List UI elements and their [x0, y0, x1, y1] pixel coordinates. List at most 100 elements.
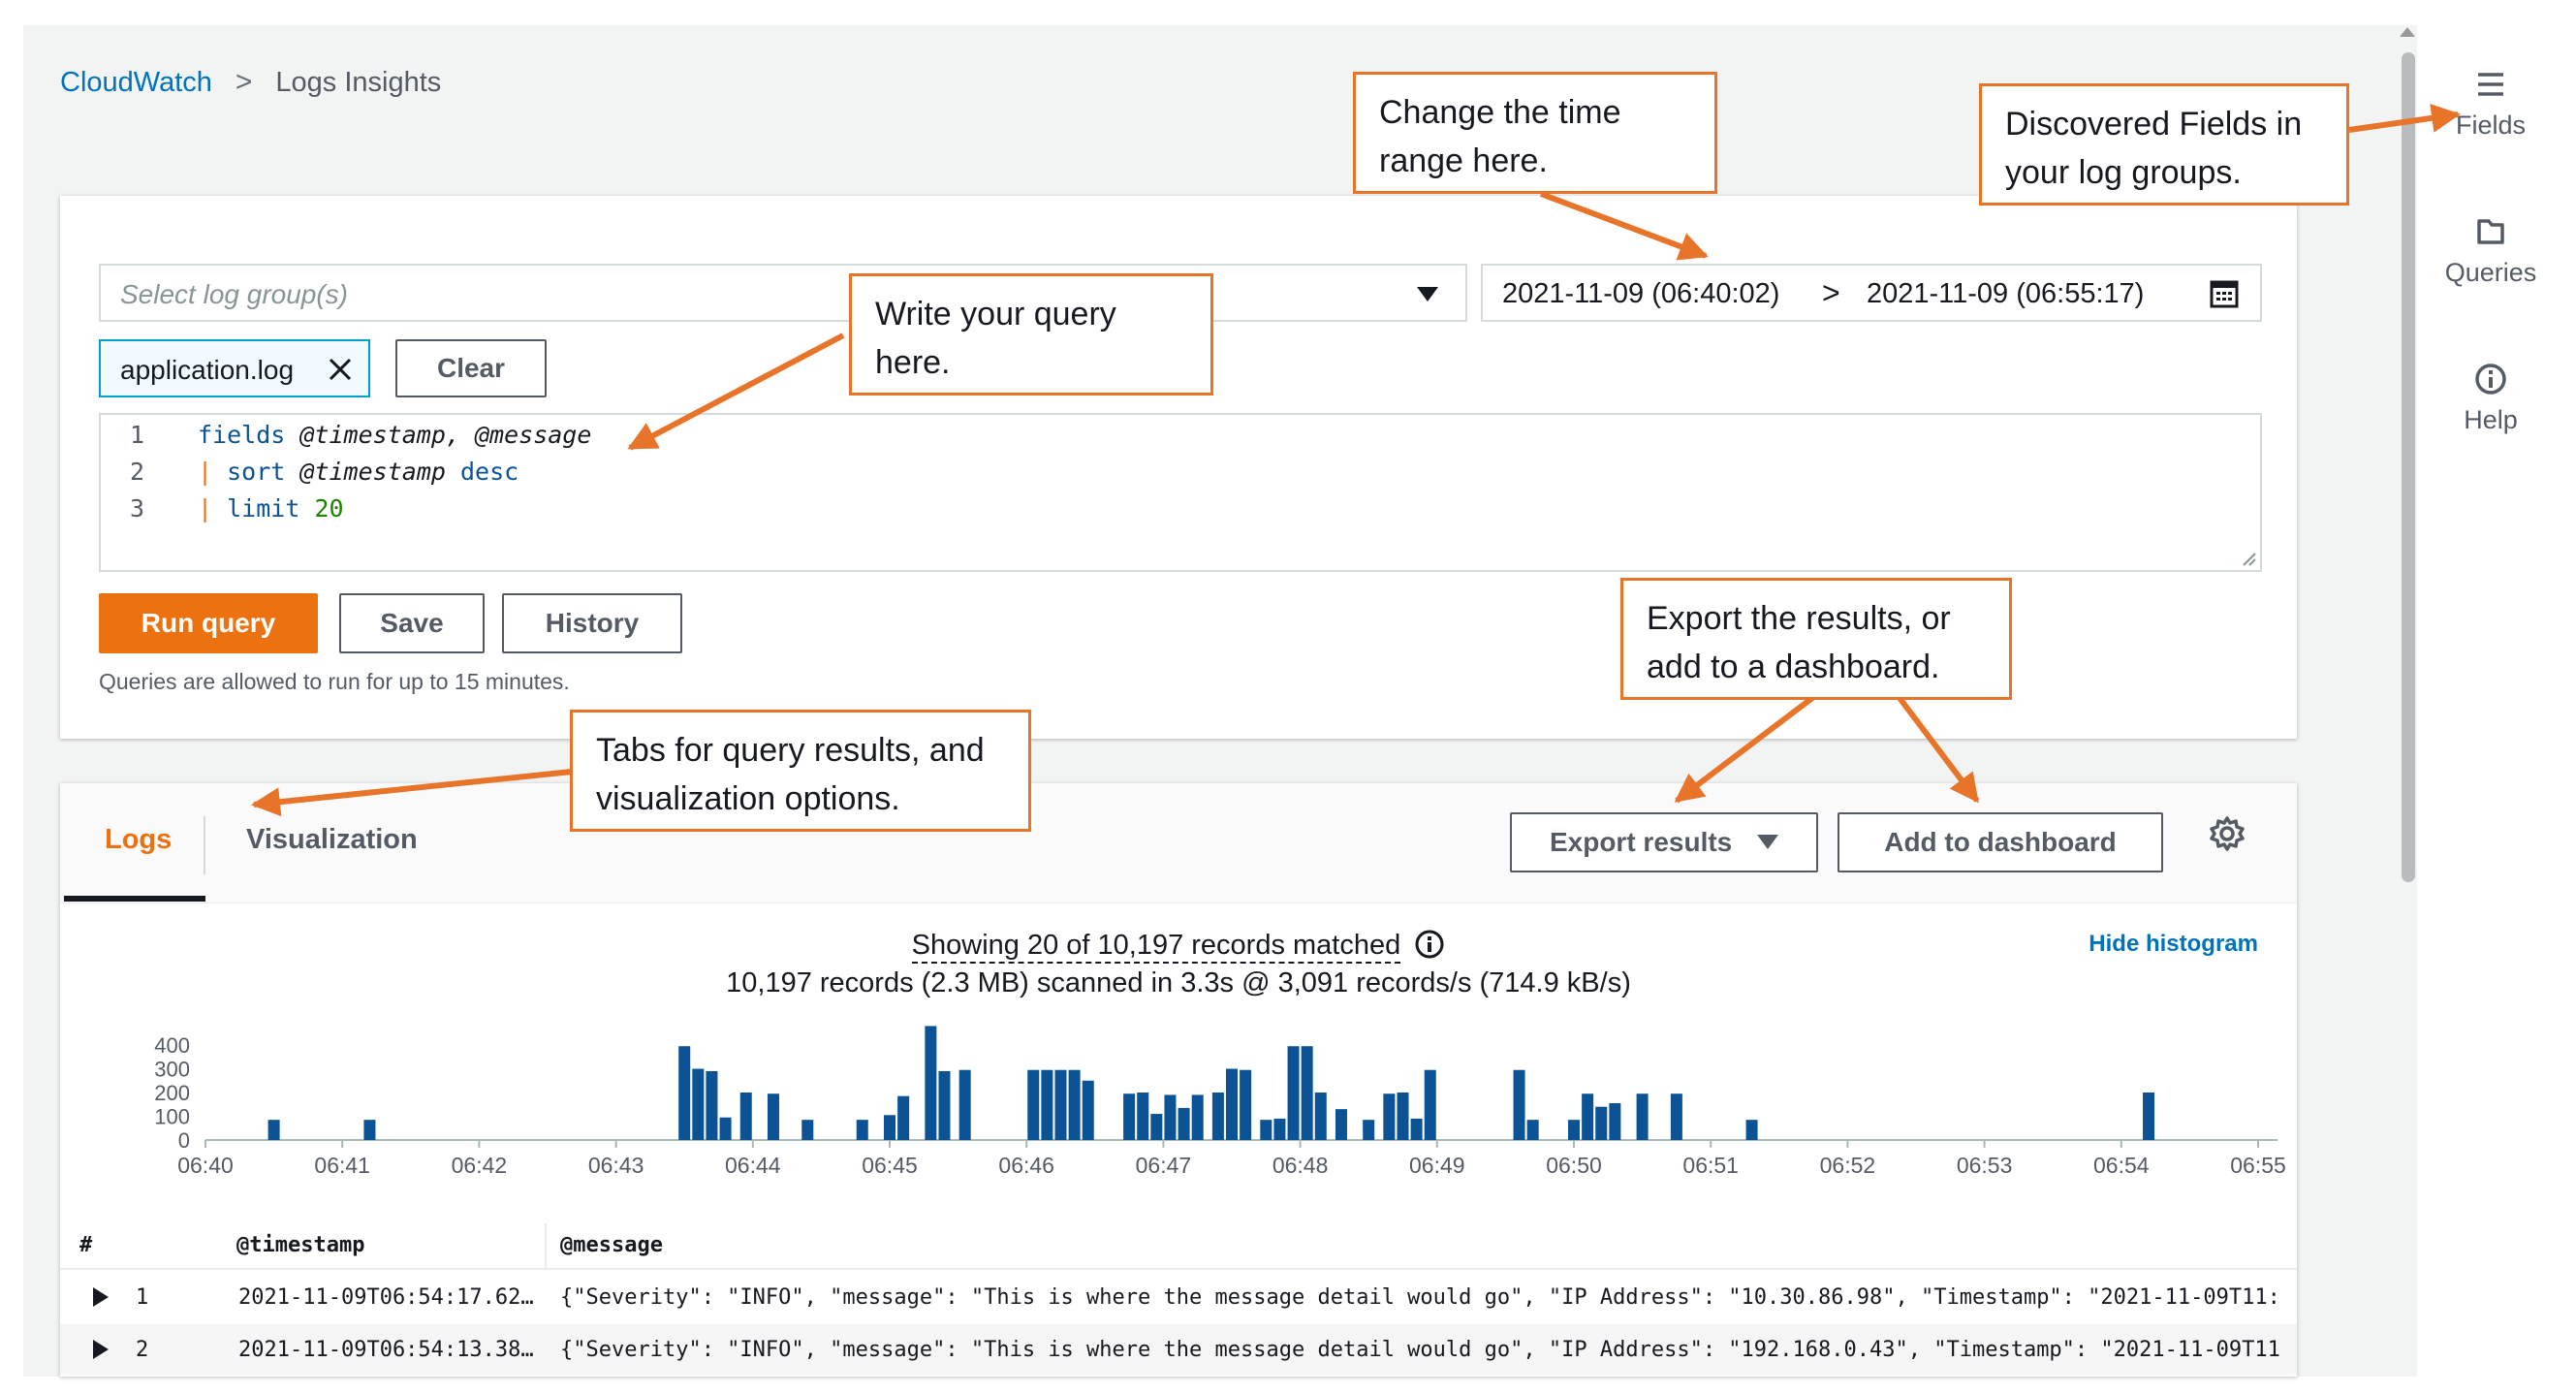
callout-fields: Discovered Fields in your log groups. [1979, 83, 2349, 206]
histogram-bar [1314, 1093, 1327, 1140]
histogram-bar [1211, 1093, 1224, 1140]
histogram-bar [1568, 1120, 1580, 1140]
page-scrollbar[interactable] [2398, 25, 2417, 1377]
side-panel-help[interactable]: Help [2433, 363, 2549, 435]
histogram-bar [1397, 1093, 1409, 1140]
histogram-bar [1335, 1109, 1347, 1140]
caret-down-icon[interactable] [1417, 287, 1438, 301]
histogram-bar [1363, 1120, 1375, 1140]
histogram-bar [1054, 1069, 1067, 1140]
table-row[interactable]: 1 2021-11-09T06:54:17.62… {"Severity": "… [60, 1272, 2297, 1322]
histogram-bar [739, 1093, 752, 1140]
histogram-bar [1123, 1093, 1136, 1140]
callout-time-range: Change the time range here. [1353, 72, 1717, 194]
histogram-bar [1670, 1093, 1682, 1140]
calendar-icon[interactable] [2210, 279, 2239, 308]
x-tick-label: 06:55 [2230, 1153, 2286, 1178]
time-range-start: 2021-11-09 (06:40:02) [1502, 278, 1780, 309]
history-button[interactable]: History [502, 593, 682, 653]
row-index: 2 [136, 1338, 149, 1362]
gear-icon[interactable] [2208, 814, 2246, 853]
records-matched: Showing 20 of 10,197 records matched [60, 929, 2297, 964]
x-tick-label: 06:53 [1957, 1153, 2013, 1178]
x-tick-label: 06:51 [1682, 1153, 1739, 1178]
info-icon[interactable] [1414, 929, 1445, 960]
active-tab-indicator [64, 896, 205, 902]
side-panel-fields[interactable]: Fields [2433, 68, 2549, 141]
results-panel: Logs Visualization Export results Add to… [60, 783, 2297, 1377]
scrollbar-thumb[interactable] [2402, 52, 2415, 882]
histogram-bar [1526, 1120, 1539, 1140]
histogram-bar [1191, 1094, 1204, 1140]
menu-icon [2478, 73, 2503, 96]
breadcrumb-cloudwatch-link[interactable]: CloudWatch [60, 66, 212, 98]
expand-row-icon[interactable] [93, 1287, 109, 1307]
column-header-timestamp[interactable]: @timestamp [236, 1233, 365, 1257]
histogram-bar [1240, 1069, 1252, 1140]
histogram-bar [692, 1068, 705, 1140]
log-group-placeholder: Select log group(s) [120, 279, 349, 309]
x-tick-label: 06:50 [1546, 1153, 1602, 1178]
callout-tabs: Tabs for query results, and visualizatio… [570, 710, 1031, 832]
time-range-arrow-icon: > [1822, 275, 1840, 310]
tab-logs[interactable]: Logs [105, 824, 173, 855]
y-tick-label: 400 [154, 1033, 190, 1058]
line-number: 2 [130, 458, 145, 486]
histogram-bar [1260, 1120, 1272, 1140]
records-scanned: 10,197 records (2.3 MB) scanned in 3.3s … [726, 967, 1631, 998]
x-tick-label: 06:46 [998, 1153, 1054, 1178]
histogram-bar [767, 1093, 779, 1140]
y-tick-label: 300 [154, 1058, 190, 1082]
histogram-bar [1164, 1094, 1177, 1140]
histogram-bar [1745, 1120, 1758, 1140]
histogram-bar [1041, 1069, 1053, 1140]
save-button[interactable]: Save [339, 593, 485, 653]
side-panel-queries-label: Queries [2444, 258, 2537, 287]
expand-row-icon[interactable] [93, 1340, 109, 1359]
export-results-button[interactable]: Export results [1510, 812, 1818, 872]
histogram-bar [1582, 1093, 1594, 1140]
histogram-bar [1178, 1107, 1190, 1140]
clear-button[interactable]: Clear [395, 339, 547, 397]
histogram-bar [267, 1120, 280, 1140]
time-range-picker[interactable]: 2021-11-09 (06:40:02) > 2021-11-09 (06:5… [1481, 264, 2262, 322]
histogram-bar [925, 1026, 937, 1140]
add-to-dashboard-button[interactable]: Add to dashboard [1838, 812, 2163, 872]
histogram-bar [1636, 1093, 1649, 1140]
side-panel-fields-label: Fields [2455, 111, 2527, 140]
query-editor[interactable]: 1 fields @timestamp, @message 2 | sort @… [99, 413, 2262, 572]
table-row[interactable]: 2 2021-11-09T06:54:13.38… {"Severity": "… [60, 1324, 2297, 1375]
histogram-bar [1383, 1093, 1396, 1140]
x-tick-label: 06:44 [725, 1153, 781, 1178]
close-icon[interactable] [326, 355, 355, 384]
column-divider [545, 1223, 547, 1268]
resize-handle-icon[interactable] [2239, 549, 2256, 566]
tab-visualization[interactable]: Visualization [246, 824, 418, 855]
column-header-message[interactable]: @message [560, 1233, 663, 1257]
side-panel-queries[interactable]: Queries [2433, 215, 2549, 288]
records-matched-text: Showing 20 of 10,197 records matched [911, 930, 1401, 964]
side-panel-help-label: Help [2464, 405, 2518, 434]
x-tick-label: 06:42 [452, 1153, 508, 1178]
results-table-header: # @timestamp @message [60, 1210, 2297, 1270]
histogram-bar [1301, 1046, 1313, 1140]
scroll-up-icon[interactable] [2400, 27, 2415, 37]
code-line: | sort @timestamp desc [198, 458, 519, 486]
row-index: 1 [136, 1285, 149, 1310]
breadcrumb: CloudWatch > Logs Insights [60, 66, 441, 99]
y-tick-label: 0 [178, 1128, 190, 1153]
y-tick-label: 100 [154, 1105, 190, 1129]
histogram-bar [856, 1120, 868, 1140]
histogram-bar [1082, 1080, 1094, 1140]
log-group-select[interactable]: Select log group(s) [99, 264, 1467, 322]
histogram-bar [363, 1120, 376, 1140]
run-query-button[interactable]: Run query [99, 593, 318, 653]
tab-divider [204, 816, 205, 874]
histogram-bar [1068, 1069, 1081, 1140]
info-icon [2475, 364, 2506, 395]
y-tick-label: 200 [154, 1081, 190, 1105]
histogram-bar [897, 1095, 910, 1140]
hide-histogram-link[interactable]: Hide histogram [2089, 931, 2258, 957]
x-tick-label: 06:47 [1136, 1153, 1192, 1178]
histogram-bar [706, 1070, 718, 1140]
